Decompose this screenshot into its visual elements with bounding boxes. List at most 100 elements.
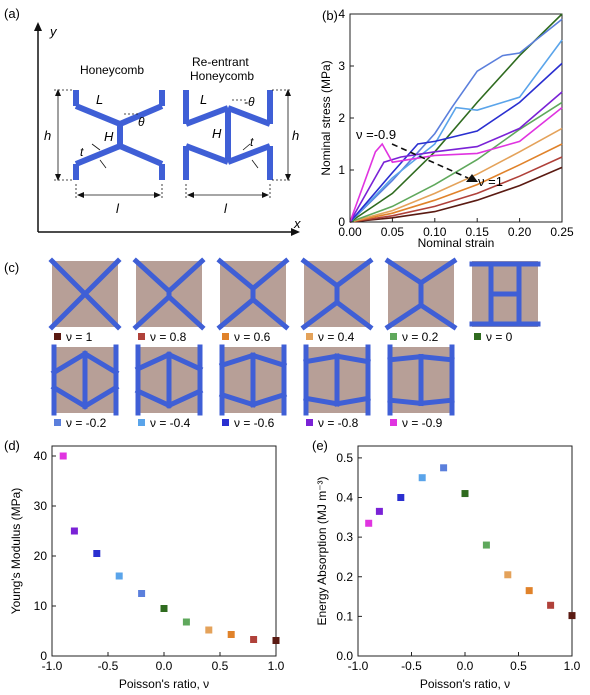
- panel-e-xlabel: Poisson's ratio, ν: [420, 677, 510, 691]
- cell-wall: [134, 387, 173, 409]
- cell-wall: [418, 353, 455, 363]
- symbol-H-reentrant: H: [212, 126, 222, 141]
- panel-b-ytick-label: 1: [338, 163, 345, 177]
- honeycomb-dimensions: [54, 89, 163, 200]
- cell-wall: [249, 296, 290, 331]
- panel-d-label: (d): [4, 438, 20, 453]
- panel-d-point-nu--0.4: [115, 572, 123, 580]
- dim-arrow-icon: [55, 174, 61, 181]
- legend-label-nu--0.2: ν = -0.2: [66, 416, 107, 430]
- cell-wall: [132, 293, 173, 331]
- panel-b-xtick-label: 0.20: [508, 225, 532, 239]
- reentrant-dimensions: [185, 89, 292, 200]
- cell-wall: [81, 257, 122, 298]
- cell-wall: [165, 351, 204, 373]
- cell-tile-nu-0.8: ν = 0.8: [132, 257, 206, 344]
- cell-wall: [300, 298, 341, 331]
- reentrant-cell-drawing: [183, 90, 273, 180]
- axis-label-y: y: [49, 24, 58, 39]
- stress-curve-nu--0.9: [349, 106, 563, 223]
- legend-label-nu-0.2: ν = 0.2: [402, 330, 439, 344]
- cell-wall: [334, 395, 371, 407]
- legend-swatch-nu-0: [474, 333, 481, 340]
- legend-swatch-nu--0.4: [138, 419, 145, 426]
- panel-b-xlabel: Nominal strain: [418, 236, 495, 250]
- panel-a-label: (a): [4, 6, 20, 21]
- stress-curve-nu-0.8: [349, 156, 563, 223]
- cell-wall: [249, 257, 290, 292]
- cell-wall: [134, 351, 173, 373]
- cell-wall: [417, 257, 458, 287]
- cell-wall: [50, 384, 89, 410]
- panel-b-label: (b): [322, 8, 338, 23]
- symbol-t-honeycomb: t: [80, 145, 84, 159]
- annotation-nu-start: ν =-0.9: [356, 127, 396, 142]
- panel-e-point-nu--0.9: [365, 519, 373, 527]
- panel-e-ytick-label: 0.3: [336, 530, 353, 544]
- cell-wall: [418, 397, 455, 407]
- panel-d-point-nu--0.2: [138, 590, 146, 597]
- panel-e-ticks: -1.0 -0.5 0.0 0.5 1.0 0.0 0.1 0.2 0.3 0.4 0.5: [336, 451, 580, 673]
- panel-e-xtick-label: 0.5: [510, 659, 527, 673]
- panel-d-point-nu-0: [160, 605, 168, 612]
- symbol-h-honeycomb: h: [44, 128, 51, 143]
- panel-b-xtick-label: 0.15: [466, 225, 490, 239]
- cell-tile-nu--0.9: ν = -0.9: [387, 344, 455, 430]
- cell-wall: [165, 387, 204, 409]
- legend-label-nu-0.6: ν = 0.6: [234, 330, 271, 344]
- panel-b-xtick-label: 0.00: [338, 225, 362, 239]
- cell-wall: [218, 352, 257, 369]
- panel-e-point-nu-0.2: [482, 541, 490, 549]
- cell-wall: [165, 257, 206, 295]
- legend-label-nu--0.9: ν = -0.9: [402, 416, 443, 430]
- panel-e-label: (e): [312, 438, 328, 453]
- legend-label-nu-1: ν = 1: [66, 330, 93, 344]
- panel-e-xtick-label: -0.5: [401, 659, 422, 673]
- cell-wall: [165, 293, 206, 331]
- panel-b-xtick-label: 0.05: [381, 225, 405, 239]
- cell-tile-nu-1: ν = 1: [48, 257, 122, 344]
- cell-wall: [132, 257, 173, 295]
- panel-e-xtick-label: 0.0: [457, 659, 474, 673]
- panel-d-ytick-label: 30: [34, 499, 48, 513]
- stress-curve-nu-0: [349, 13, 563, 223]
- panel-e-point-nu-0.8: [547, 601, 555, 609]
- panel-e-xtick-label: 1.0: [564, 659, 581, 673]
- dim-arrow-icon: [262, 192, 269, 198]
- symbol-H-honeycomb: H: [104, 129, 114, 144]
- cell-wall: [387, 353, 424, 363]
- cell-tile-nu--0.8: ν = -0.8: [303, 344, 371, 430]
- panel-e-points: [365, 464, 576, 620]
- cell-tile-nu--0.6: ν = -0.6: [218, 344, 288, 430]
- cell-wall: [303, 395, 340, 407]
- panel-e-plot-frame: [357, 445, 573, 657]
- cell-wall: [81, 290, 122, 331]
- panel-c-tiles: ν = 1 ν = 0.8 ν = 0.6 ν = 0.4 ν = 0.2 ν = 0 ν …: [48, 257, 541, 430]
- legend-swatch-nu--0.9: [390, 419, 397, 426]
- cell-wall: [81, 384, 120, 410]
- panel-e-ytick-label: 0.5: [336, 451, 353, 465]
- dim-arrow-icon: [285, 174, 291, 181]
- panel-b-curves: [349, 13, 563, 223]
- symbol-theta-honeycomb: θ: [138, 115, 145, 129]
- panel-b-xtick-label: 0.25: [550, 225, 574, 239]
- dim-arrow-icon: [55, 89, 61, 96]
- cell-wall: [249, 391, 288, 408]
- panel-d-youngs-modulus-chart: (d) -1.0 -0.5 0.0 0.5 1.0 0 10 20 30 40 Poisson's…: [4, 438, 285, 691]
- symbol-l-honeycomb: l: [116, 201, 120, 216]
- panel-e-point-nu-0.4: [504, 571, 512, 579]
- reentrant-title-line1: Re-entrant: [192, 55, 249, 69]
- dim-arrow-icon: [77, 192, 84, 198]
- stress-curve-nu-1: [349, 166, 563, 223]
- cell-tile-nu-0.6: ν = 0.6: [216, 257, 290, 344]
- legend-swatch-nu--0.6: [222, 419, 229, 426]
- y-axis-arrow-icon: [34, 22, 42, 31]
- panel-e-ytick-label: 0.1: [336, 609, 353, 623]
- dim-arrow-icon: [154, 192, 161, 198]
- panel-d-point-nu-0.8: [250, 636, 258, 643]
- legend-swatch-nu--0.2: [54, 419, 61, 426]
- panel-d-xlabel: Poisson's ratio, ν: [119, 677, 209, 691]
- legend-label-nu--0.4: ν = -0.4: [150, 416, 191, 430]
- cell-tile-nu--0.4: ν = -0.4: [134, 344, 204, 430]
